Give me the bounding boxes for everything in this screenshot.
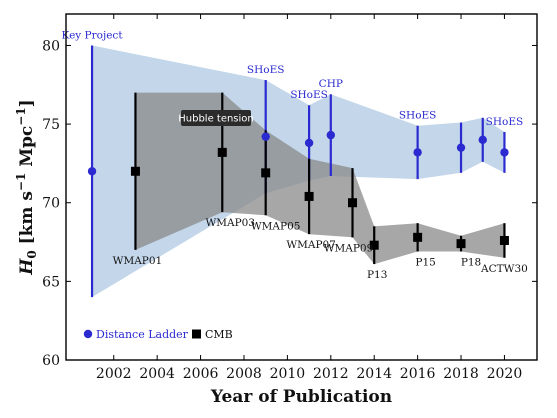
point-label-chp-0-3: CHP: [319, 78, 343, 90]
y-axis-title: H0 [km s−1 Mpc−1]: [14, 99, 39, 275]
point-label-wmap07-1-3: WMAP07: [286, 239, 336, 251]
plot-frame: [65, 13, 538, 361]
legend-label-distance-ladder: Distance Ladder: [96, 328, 189, 341]
legend-label-cmb: CMB: [205, 328, 233, 341]
point-label-shoes-0-1: SHoES: [247, 64, 285, 76]
distance-ladder-point-7: [500, 148, 509, 157]
point-label-p15-1-6: P15: [415, 256, 435, 268]
cmb-point-0: [130, 166, 140, 176]
cmb-point-8: [499, 235, 509, 245]
cmb-point-4: [348, 198, 358, 208]
cmb-point-1: [217, 147, 227, 157]
cmb-point-5: [369, 240, 379, 250]
point-label-actw30-1-8: ACTW30: [480, 263, 528, 275]
point-label-key-project-0-0: Key Project: [62, 29, 124, 41]
x-tick-label-2016: 2016: [400, 366, 436, 382]
point-label-shoes-0-4: SHoES: [399, 110, 437, 122]
tooltip: Hubble tension: [178, 110, 254, 126]
point-labels: Key ProjectSHoESSHoESCHPSHoESSHoESWMAP01…: [62, 29, 528, 281]
y-axis-title-unit-mid: Mpc: [17, 126, 37, 173]
point-label-shoes-0-2: SHoES: [290, 89, 328, 101]
tooltip-box: [181, 110, 251, 126]
distance-ladder-point-1: [261, 132, 270, 141]
x-axis-title: Year of Publication: [210, 387, 392, 407]
point-label-wmap01-1-0: WMAP01: [113, 255, 163, 267]
x-tick-label-2002: 2002: [96, 366, 132, 382]
distance-ladder-point-3: [326, 130, 336, 140]
band-cmb: [135, 92, 505, 265]
cmb-point-3: [304, 191, 314, 201]
distance-ladder-point-5: [456, 143, 466, 152]
cmb-point-6: [413, 232, 423, 242]
x-tick-label-2018: 2018: [443, 366, 479, 382]
x-tick-label-2006: 2006: [183, 366, 219, 382]
distance-ladder-point-4: [413, 148, 422, 157]
y-tick-label-60: 60: [42, 353, 60, 369]
data-markers: [87, 130, 509, 250]
tooltip-text: Hubble tension: [178, 114, 254, 125]
y-axis-title-unit-open: [km s: [17, 191, 37, 250]
legend: Distance Ladder CMB: [83, 328, 233, 341]
axis-ticks: [66, 14, 537, 361]
y-tick-label-80: 80: [42, 38, 60, 54]
x-tick-label-2008: 2008: [226, 366, 262, 382]
y-axis-title-sub: 0: [25, 250, 39, 258]
point-label-shoes-0-7: SHoES: [486, 116, 524, 128]
x-tick-label-2012: 2012: [313, 366, 349, 382]
y-tick-label-65: 65: [42, 274, 60, 290]
legend-square-marker: [192, 329, 201, 339]
y-axis-title-base: H: [17, 258, 37, 276]
x-tick-label-2020: 2020: [487, 366, 523, 382]
point-label-p13-1-5: P13: [367, 269, 387, 281]
point-label-wmap03-1-1: WMAP03: [205, 217, 255, 229]
tick-labels: 2002 2004 2006 2008 2010 2012 2014 2016 2018 2020…: [42, 38, 522, 382]
y-axis-title-unit-close: ]: [17, 99, 37, 107]
y-axis-title-exp1: −1: [14, 173, 28, 191]
cmb-point-7: [456, 239, 466, 249]
x-tick-label-2004: 2004: [139, 366, 175, 382]
y-axis-title-exp2: −1: [14, 107, 28, 125]
point-label-p18-1-7: P18: [461, 256, 481, 268]
x-tick-label-2010: 2010: [270, 366, 306, 382]
y-tick-label-70: 70: [42, 196, 60, 212]
x-tick-label-2014: 2014: [356, 366, 392, 382]
point-label-wmap09-1-4: WMAP09: [324, 242, 374, 254]
point-label-wmap05-1-2: WMAP05: [251, 220, 301, 232]
distance-ladder-point-0: [87, 167, 97, 176]
uncertainty-bands: [92, 45, 505, 298]
cmb-point-2: [261, 168, 271, 178]
distance-ladder-point-6: [478, 135, 487, 145]
y-tick-label-75: 75: [42, 117, 60, 133]
distance-ladder-point-2: [304, 138, 314, 148]
legend-circle-marker: [83, 329, 93, 339]
